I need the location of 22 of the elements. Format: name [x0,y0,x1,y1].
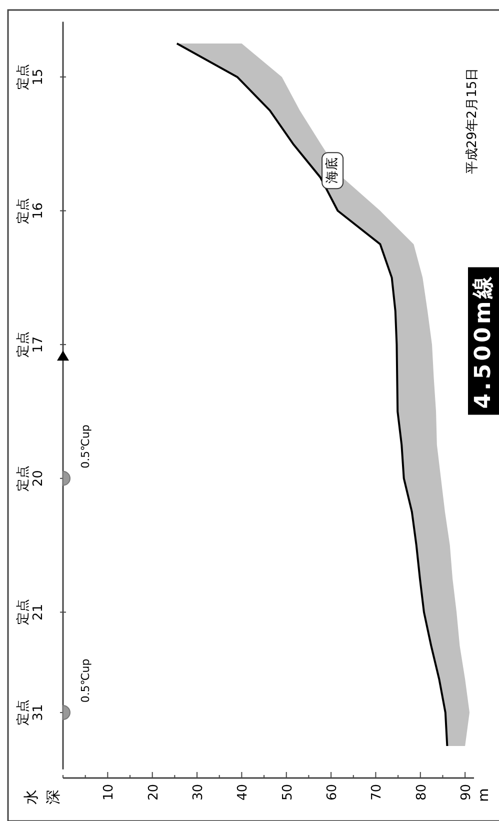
y-tick-label: 定点 15 [16,64,46,90]
annotation: 0.5℃up [79,424,92,468]
y-tick-label: 定点 16 [16,198,46,224]
text: m [476,788,492,802]
x-tick-label: 40 [236,784,251,801]
x-tick-label: 90 [459,784,474,801]
text: 水深 [22,790,62,804]
text: 4.500m線 [471,273,496,409]
annotation: 0.5℃up [79,658,92,703]
x-tick-label: 20 [146,784,162,801]
x-tick-label: 60 [325,784,340,801]
x-tick-label: 70 [370,784,385,801]
x-tick-label: 10 [102,784,117,801]
annotation: 海底 [325,158,340,184]
y-tick-label: 定点 31 [16,700,46,726]
x-tick-label: 30 [191,784,206,801]
y-tick-label: 定点 20 [16,465,46,492]
x-tick-label: 80 [414,784,430,801]
y-tick-label: 定点 21 [16,599,46,626]
y-tick-label: 定点 17 [16,332,46,358]
text: 平成29年2月15日 [465,68,480,174]
x-tick-label: 50 [280,784,296,801]
